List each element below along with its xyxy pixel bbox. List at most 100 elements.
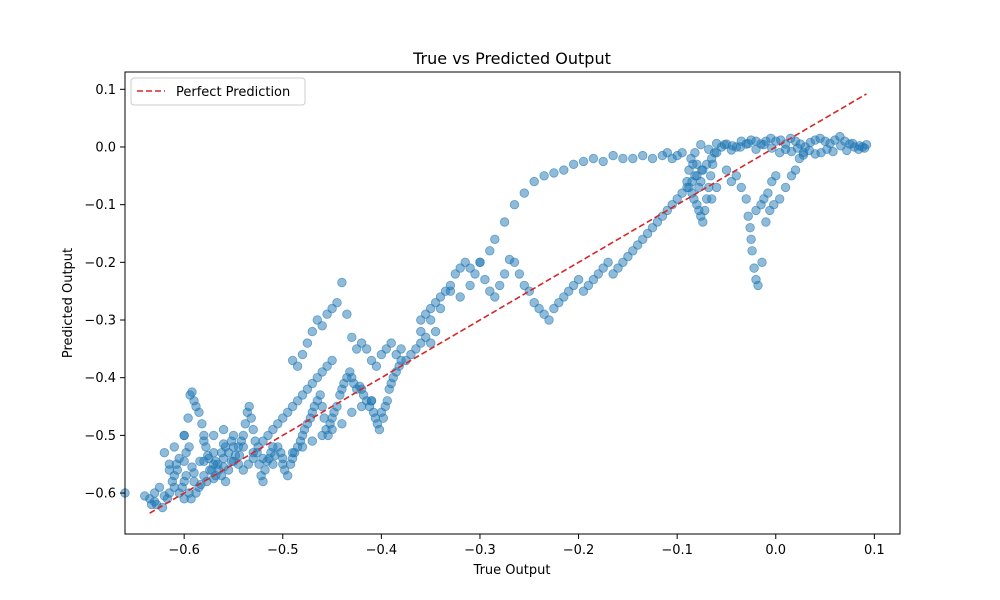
data-point (618, 153, 628, 164)
perfect-prediction-line (149, 93, 867, 514)
points-layer (120, 131, 872, 513)
data-point (709, 147, 720, 158)
data-point (307, 436, 318, 446)
data-point (775, 147, 785, 158)
x-tick-label: 0.1 (864, 543, 885, 558)
data-point (853, 144, 864, 155)
data-point (382, 396, 393, 406)
data-point (283, 471, 293, 481)
data-point (539, 171, 549, 181)
data-point (238, 430, 249, 441)
data-point (499, 217, 510, 227)
data-point (747, 246, 757, 256)
legend-box (130, 77, 306, 106)
data-point (465, 280, 475, 291)
data-point (199, 436, 209, 446)
data-point (544, 315, 554, 325)
data-point (751, 144, 761, 155)
data-point (514, 269, 525, 279)
data-point (573, 274, 584, 285)
data-point (690, 171, 700, 181)
data-point (848, 138, 858, 149)
data-point (470, 269, 480, 279)
data-point (183, 413, 193, 423)
x-tick-label: 0.0 (765, 543, 786, 558)
data-point (327, 355, 337, 366)
data-point (386, 338, 396, 348)
data-point (708, 159, 718, 170)
data-point (342, 309, 352, 319)
data-point (698, 217, 708, 227)
data-point (692, 159, 702, 170)
data-point (696, 139, 706, 150)
data-point (347, 407, 357, 418)
data-point (638, 150, 648, 161)
data-point (208, 430, 219, 441)
data-point (628, 153, 638, 164)
data-point (246, 413, 256, 423)
y-tick-label: −0.3 (84, 314, 116, 329)
legend: Perfect Prediction (130, 77, 306, 106)
data-point (598, 156, 608, 167)
data-point (435, 303, 446, 314)
data-point (475, 257, 485, 268)
data-point (790, 165, 801, 175)
data-point (371, 361, 382, 371)
data-point (759, 139, 769, 150)
x-tick-label: −0.3 (464, 543, 496, 558)
x-axis: −0.6 −0.5 −0.4 −0.3 −0.2 −0.1 0.0 0.1 (168, 534, 885, 558)
data-point (836, 141, 846, 151)
data-point (164, 465, 175, 475)
data-point (509, 257, 520, 268)
data-point (647, 153, 658, 164)
data-point (775, 194, 785, 204)
data-point (184, 442, 194, 452)
data-point (203, 450, 213, 461)
data-point (139, 491, 150, 501)
data-point (332, 298, 342, 308)
data-point (445, 286, 456, 296)
data-point (169, 482, 180, 493)
data-point (159, 448, 170, 458)
x-tick-label: −0.2 (563, 543, 595, 558)
data-point (171, 459, 182, 469)
data-point (197, 419, 207, 429)
chart-title: True vs Predicted Output (412, 49, 611, 68)
data-point (757, 257, 767, 268)
data-point (315, 390, 325, 400)
data-point (746, 234, 756, 245)
data-point (696, 176, 706, 187)
y-tick-label: −0.5 (84, 429, 116, 444)
data-point (745, 222, 755, 233)
data-point (302, 338, 313, 348)
data-point (194, 407, 204, 418)
data-point (268, 459, 278, 469)
data-point (763, 188, 773, 198)
data-point (258, 476, 268, 487)
data-point (179, 430, 189, 441)
data-point (568, 159, 579, 170)
data-point (549, 168, 559, 178)
legend-entry-perfect-prediction: Perfect Prediction (176, 85, 290, 100)
data-point (218, 424, 229, 435)
data-point (317, 321, 327, 331)
data-point (743, 138, 753, 149)
y-tick-label: −0.4 (84, 371, 116, 386)
plot-frame (124, 71, 901, 535)
data-point (749, 263, 759, 273)
data-point (736, 182, 747, 193)
y-axis-label: Predicted Output (61, 248, 76, 358)
data-point (735, 142, 746, 152)
data-point (741, 194, 751, 204)
data-point (228, 430, 239, 441)
data-point (187, 462, 197, 472)
data-point (700, 205, 710, 216)
data-point (244, 401, 254, 412)
data-point (234, 450, 245, 461)
data-point (426, 315, 436, 325)
data-point (179, 476, 189, 487)
data-point (226, 456, 237, 467)
y-tick-label: −0.6 (84, 487, 116, 502)
data-point (767, 143, 777, 153)
